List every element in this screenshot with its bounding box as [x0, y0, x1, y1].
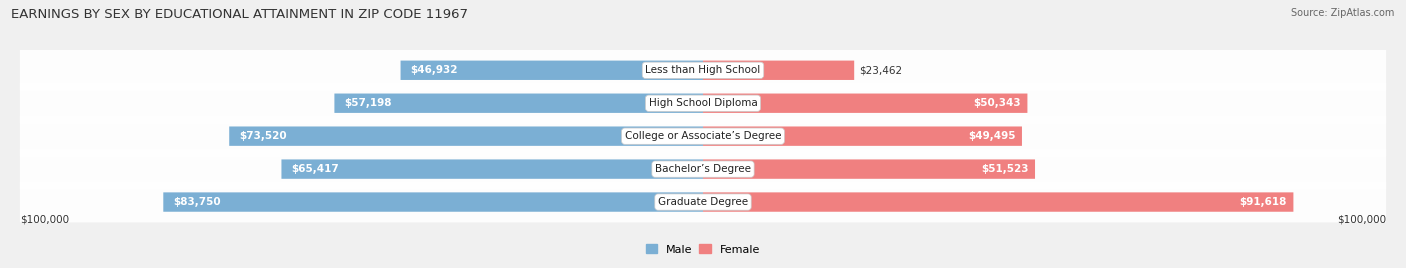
FancyBboxPatch shape — [20, 149, 1386, 189]
Text: $100,000: $100,000 — [1337, 214, 1386, 225]
FancyBboxPatch shape — [20, 50, 1386, 91]
FancyBboxPatch shape — [703, 126, 1022, 146]
FancyBboxPatch shape — [335, 94, 703, 113]
FancyBboxPatch shape — [703, 94, 1028, 113]
FancyBboxPatch shape — [20, 182, 1386, 222]
FancyBboxPatch shape — [703, 61, 855, 80]
FancyBboxPatch shape — [281, 159, 703, 179]
FancyBboxPatch shape — [703, 192, 1294, 212]
Text: College or Associate’s Degree: College or Associate’s Degree — [624, 131, 782, 141]
Text: $57,198: $57,198 — [344, 98, 392, 108]
Text: $23,462: $23,462 — [859, 65, 903, 75]
Legend: Male, Female: Male, Female — [641, 240, 765, 259]
FancyBboxPatch shape — [703, 159, 1035, 179]
Text: $50,343: $50,343 — [973, 98, 1021, 108]
Text: Graduate Degree: Graduate Degree — [658, 197, 748, 207]
Text: $65,417: $65,417 — [291, 164, 339, 174]
Text: $91,618: $91,618 — [1240, 197, 1286, 207]
FancyBboxPatch shape — [163, 192, 703, 212]
FancyBboxPatch shape — [401, 61, 703, 80]
Text: High School Diploma: High School Diploma — [648, 98, 758, 108]
FancyBboxPatch shape — [20, 116, 1386, 157]
FancyBboxPatch shape — [229, 126, 703, 146]
Text: $49,495: $49,495 — [967, 131, 1015, 141]
FancyBboxPatch shape — [20, 83, 1386, 124]
Text: $51,523: $51,523 — [981, 164, 1029, 174]
Text: $46,932: $46,932 — [411, 65, 458, 75]
Text: $100,000: $100,000 — [20, 214, 69, 225]
Text: Less than High School: Less than High School — [645, 65, 761, 75]
Text: $83,750: $83,750 — [173, 197, 221, 207]
Text: Bachelor’s Degree: Bachelor’s Degree — [655, 164, 751, 174]
Text: EARNINGS BY SEX BY EDUCATIONAL ATTAINMENT IN ZIP CODE 11967: EARNINGS BY SEX BY EDUCATIONAL ATTAINMEN… — [11, 8, 468, 21]
Text: $73,520: $73,520 — [239, 131, 287, 141]
Text: Source: ZipAtlas.com: Source: ZipAtlas.com — [1291, 8, 1395, 18]
